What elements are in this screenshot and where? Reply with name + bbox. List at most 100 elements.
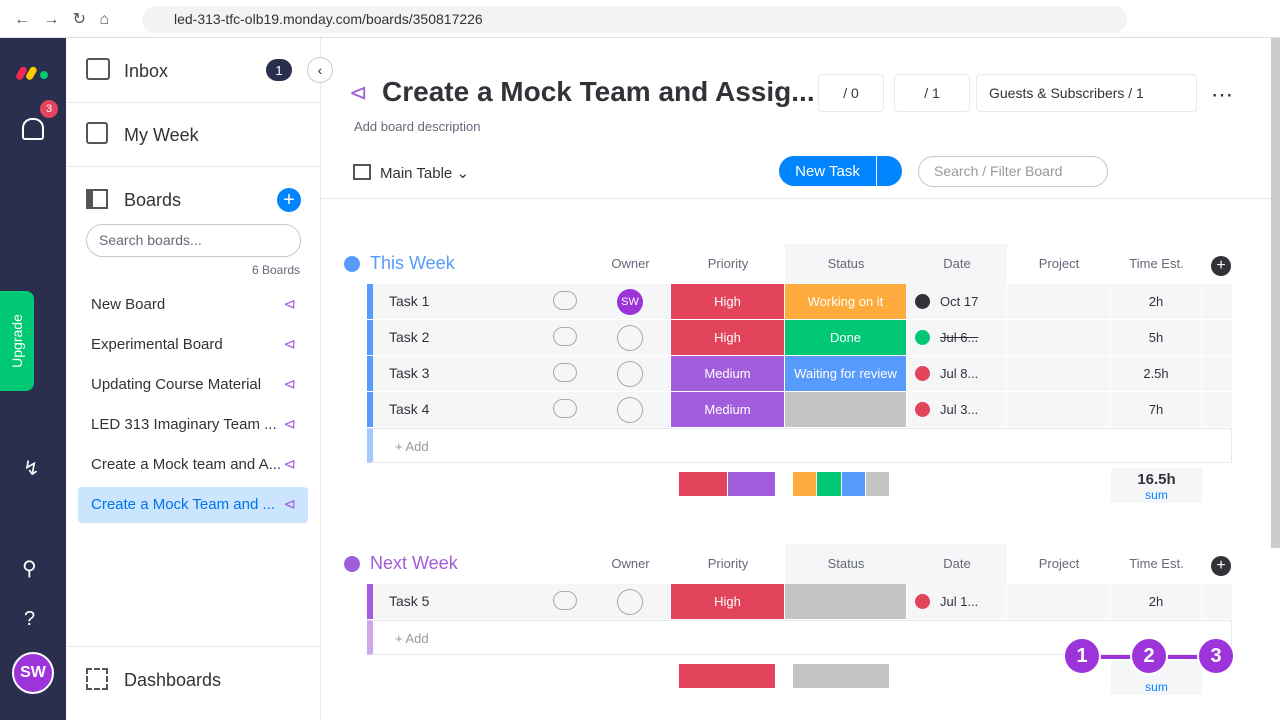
notification-badge: 3	[40, 100, 58, 118]
task-name[interactable]: Task 2	[389, 329, 430, 345]
board-item[interactable]: Updating Course Material ⊲	[78, 367, 308, 403]
owner-avatar[interactable]: SW	[617, 288, 643, 315]
step[interactable]: 1	[1063, 637, 1101, 675]
comment-icon[interactable]	[553, 291, 577, 310]
board-item[interactable]: LED 313 Imaginary Team ... ⊲	[78, 407, 308, 443]
column-header: Status	[827, 256, 865, 271]
new-task-button[interactable]: New Task	[779, 156, 902, 186]
group-title[interactable]: This Week	[370, 253, 455, 273]
main: ⊲ Create a Mock Team and Assig... Add bo…	[321, 38, 1280, 720]
task-row: Task 3 Medium Waiting for review Jul 8... 2.…	[367, 356, 1232, 391]
board-item[interactable]: New Board ⊲	[78, 287, 308, 323]
column-header: Time Est.	[1129, 256, 1184, 271]
date-text[interactable]: Jul 8...	[940, 366, 979, 381]
board-item[interactable]: Create a Mock Team and ... ⊲	[78, 487, 308, 523]
guests-label: Guests & Subscribers / 1	[989, 85, 1144, 101]
date-icon	[915, 402, 930, 417]
priority-cell: Medium	[671, 356, 785, 391]
upgrade-button[interactable]: Upgrade	[0, 291, 34, 391]
new-task-label: New Task	[795, 162, 860, 180]
comment-icon[interactable]	[553, 399, 577, 418]
search-placeholder: Search boards...	[99, 232, 202, 248]
task-name[interactable]: Task 4	[389, 401, 430, 417]
add-column-button[interactable]: +	[1211, 256, 1231, 276]
board-description[interactable]: Add board description	[354, 119, 481, 134]
project-cell	[1007, 284, 1111, 319]
owner-avatar[interactable]	[617, 360, 643, 387]
dashboards-label[interactable]: Dashboards	[124, 670, 222, 690]
date-cell: Jul 6...	[907, 320, 1007, 355]
add-row[interactable]: + Add	[367, 428, 1232, 463]
date-text[interactable]: Oct 17	[940, 294, 979, 309]
task-name[interactable]: Task 1	[389, 293, 430, 309]
task-row: Task 2 High Done Jul 6... 5h	[367, 320, 1232, 355]
project-cell	[1007, 392, 1111, 427]
comment-icon[interactable]	[553, 363, 577, 382]
status-summary	[793, 472, 818, 496]
share-icon: ⊲	[283, 416, 296, 433]
add-column-button[interactable]: +	[1211, 556, 1231, 576]
nav-icons[interactable]: ← → ↻ ⌂	[14, 11, 110, 28]
time-cell: 2h	[1111, 584, 1202, 619]
logo-icon	[16, 66, 48, 80]
filter-search[interactable]: Search / Filter Board	[918, 156, 1108, 187]
divider	[66, 102, 320, 103]
board-title[interactable]: Create a Mock Team and Assig...	[382, 76, 815, 107]
task-name[interactable]: Task 3	[389, 365, 430, 381]
scrollbar[interactable]	[1271, 38, 1280, 548]
dashboards-icon	[86, 668, 108, 690]
comment-icon[interactable]	[553, 591, 577, 610]
column-header: Status	[827, 556, 865, 571]
board-item[interactable]: Experimental Board ⊲	[78, 327, 308, 363]
board-name: New Board	[91, 296, 166, 313]
activity-button[interactable]: / 0	[818, 74, 884, 112]
comment-icon[interactable]	[553, 327, 577, 346]
filter-placeholder: Search / Filter Board	[934, 163, 1063, 179]
inbox-count: 1	[266, 59, 292, 81]
owner-avatar[interactable]	[617, 588, 643, 615]
automations-button[interactable]: / 1	[894, 74, 970, 112]
add-board-button[interactable]: +	[277, 188, 301, 212]
date-text[interactable]: Jul 6...	[940, 330, 979, 345]
collapse-button[interactable]: ‹	[307, 57, 333, 83]
table-icon	[353, 164, 371, 180]
task-name[interactable]: Task 5	[389, 593, 430, 609]
icon-help[interactable]: ?	[24, 608, 36, 630]
date-text[interactable]: Jul 1...	[940, 594, 979, 609]
step[interactable]: 3	[1197, 637, 1235, 675]
owner-avatar[interactable]	[617, 324, 643, 351]
url-bar[interactable]: led-313-tfc-olb19.monday.com/boards/3508…	[142, 6, 1127, 33]
share-icon: ⊲	[283, 496, 296, 513]
share-icon: ⊲	[283, 376, 296, 393]
column-header: Date	[943, 556, 971, 571]
view-selector[interactable]: Main Table ⌄	[380, 165, 470, 182]
status-cell: Working on it	[785, 284, 907, 319]
group-title[interactable]: Next Week	[370, 553, 458, 573]
board-search[interactable]: Search boards...	[86, 224, 301, 257]
icon-search[interactable]: ⚲	[22, 558, 37, 580]
status-summary	[841, 472, 866, 496]
share-icon: ⊲	[349, 80, 368, 105]
owner-avatar[interactable]	[617, 396, 643, 423]
my-week-label[interactable]: My Week	[124, 125, 199, 145]
bell-icon[interactable]	[22, 118, 44, 140]
date-icon	[915, 366, 930, 381]
group-toggle[interactable]	[344, 556, 360, 572]
logo[interactable]	[16, 60, 50, 80]
inbox-label[interactable]: Inbox	[124, 61, 169, 81]
status-cell	[785, 392, 907, 427]
add-row[interactable]: + Add	[367, 620, 1232, 655]
upgrade-label: Upgrade	[9, 314, 26, 368]
date-cell: Jul 3...	[907, 392, 1007, 427]
date-text[interactable]: Jul 3...	[940, 402, 979, 417]
icon-bolt[interactable]: ↯	[23, 458, 40, 480]
project-cell	[1007, 320, 1111, 355]
group-toggle[interactable]	[344, 256, 360, 272]
avatar[interactable]: SW	[12, 652, 54, 694]
board-item[interactable]: Create a Mock team and A... ⊲	[78, 447, 308, 483]
priority-summary	[727, 472, 776, 496]
more-button[interactable]: ⋯	[1211, 82, 1233, 107]
guests-button[interactable]: Guests & Subscribers / 1	[976, 74, 1197, 112]
step[interactable]: 2	[1130, 637, 1168, 675]
column-header: Project	[1038, 256, 1080, 271]
